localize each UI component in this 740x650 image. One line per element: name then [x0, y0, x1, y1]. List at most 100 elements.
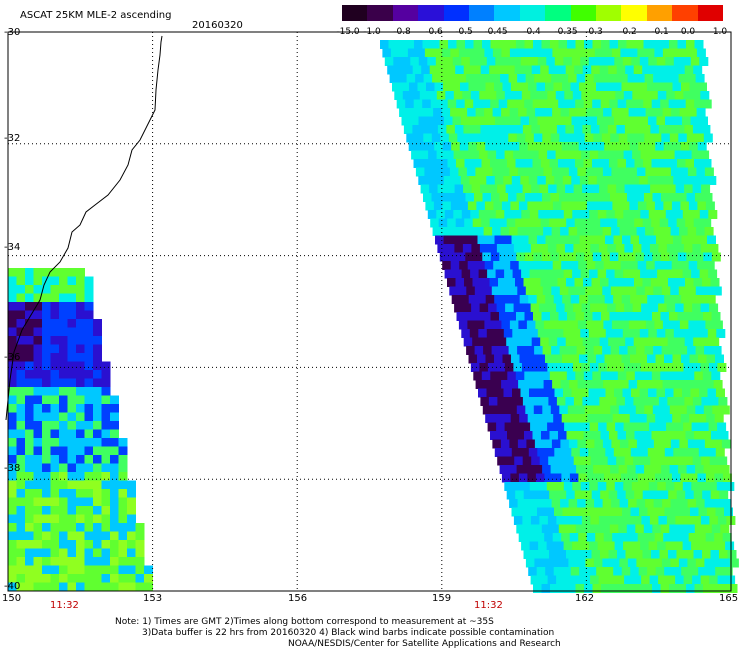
swath-cell [638, 142, 648, 151]
swath-cell [505, 397, 515, 406]
swath-cell [687, 439, 697, 449]
swath-cell [597, 329, 607, 338]
swath-cell [673, 57, 683, 66]
swath-cell [84, 557, 94, 566]
swath-cell [640, 210, 650, 219]
swath-cell [646, 201, 656, 211]
swath-cell [609, 524, 619, 534]
swath-cell [541, 312, 551, 321]
swath-cell [518, 533, 528, 542]
swath-cell [627, 133, 637, 143]
swath-cell [526, 108, 536, 117]
swath-cell [699, 482, 709, 491]
swath-cell [585, 439, 595, 449]
swath-cell [618, 193, 628, 202]
swath-cell [637, 48, 647, 58]
swath-cell [490, 312, 500, 321]
swath-cell [509, 48, 519, 58]
swath-cell [533, 524, 543, 534]
swath-cell [33, 548, 43, 558]
swath-cell [500, 74, 510, 83]
swath-cell [110, 429, 119, 439]
swath-cell [537, 57, 547, 66]
swath-cell [76, 387, 85, 396]
swath-cell [675, 125, 685, 134]
swath-cell [685, 278, 694, 287]
swath-cell [705, 533, 715, 542]
swath-cell [59, 404, 68, 413]
swath-cell [450, 261, 460, 270]
swath-cell [479, 244, 489, 253]
swath-cell [569, 473, 579, 483]
swath-cell [101, 361, 111, 371]
swath-cell [33, 446, 43, 456]
swath-cell [637, 201, 647, 211]
swath-cell [553, 295, 563, 304]
swath-cell [639, 507, 648, 517]
swath-cell [110, 506, 119, 515]
swath-cell [698, 507, 708, 517]
swath-cell [530, 303, 540, 313]
swath-cell [613, 82, 622, 92]
swath-cell [677, 40, 687, 49]
swath-cell [16, 310, 26, 320]
swath-cell [539, 575, 549, 585]
swath-cell [659, 490, 669, 500]
swath-cell [550, 193, 560, 202]
swath-cell [50, 293, 60, 303]
swath-cell [528, 235, 538, 245]
swath-cell [499, 40, 508, 49]
swath-cell [571, 57, 581, 66]
swath-cell [691, 422, 701, 432]
swath-cell [580, 57, 590, 66]
swath-cell [135, 582, 145, 592]
swath-cell [618, 133, 628, 143]
swath-cell [601, 193, 611, 202]
swath-cell [677, 371, 687, 381]
swath-cell [607, 244, 617, 253]
swath-cell [669, 133, 679, 143]
swath-cell [50, 514, 60, 524]
swath-cell [84, 344, 94, 354]
swath-cell [25, 540, 34, 549]
swath-cell [597, 482, 607, 491]
swath-cell [696, 108, 706, 117]
swath-cell [16, 319, 26, 328]
swath-cell [93, 548, 102, 558]
swath-cell [669, 312, 678, 321]
swath-cell [689, 414, 699, 423]
swath-cell [542, 133, 552, 143]
swath-cell [515, 159, 525, 168]
swath-cell [660, 431, 669, 440]
swath-cell [646, 473, 656, 483]
swath-cell [577, 108, 587, 117]
swath-cell [25, 438, 34, 447]
lon-label-153: 153 [143, 593, 163, 604]
swath-cell [651, 278, 660, 287]
swath-cell [437, 125, 447, 134]
swath-cell [639, 235, 648, 245]
swath-cell [526, 380, 536, 389]
swath-cell [693, 337, 703, 347]
swath-cell [595, 261, 605, 270]
swath-cell [535, 380, 545, 389]
swath-cell [93, 387, 102, 396]
swath-cell [16, 353, 26, 362]
swath-cell [425, 142, 435, 151]
swath-cell [512, 388, 521, 398]
swath-cell [515, 99, 525, 109]
swath-cell [127, 523, 136, 532]
swath-cell [431, 133, 441, 143]
swath-cell [572, 91, 582, 100]
swath-cell [427, 57, 437, 66]
swath-cell [613, 448, 623, 457]
swath-cell [640, 91, 650, 100]
swath-cell [475, 380, 485, 389]
swath-cell [680, 142, 690, 151]
swath-cell [628, 108, 638, 117]
swath-cell [519, 82, 529, 92]
swath-cell [682, 57, 692, 66]
swath-cell [50, 429, 60, 439]
swath-cell [491, 74, 501, 83]
swath-cell [673, 448, 683, 457]
